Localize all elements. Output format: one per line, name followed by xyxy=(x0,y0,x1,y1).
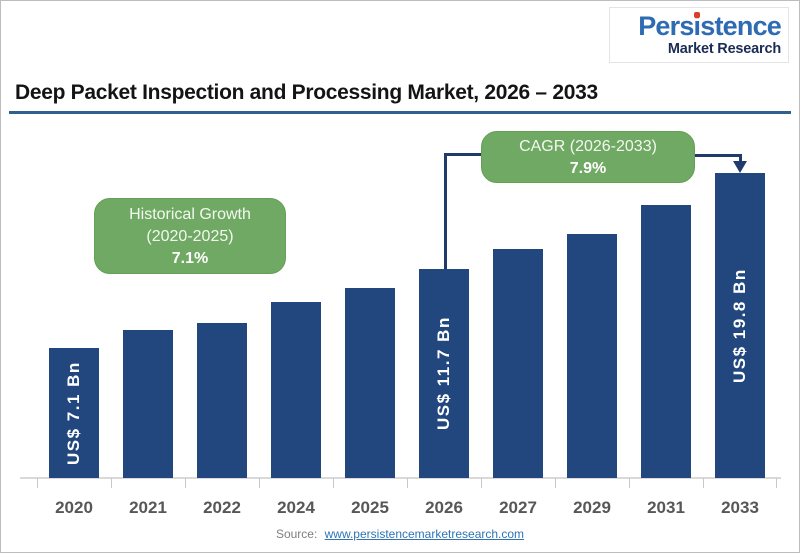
x-axis-label-2025: 2025 xyxy=(351,498,389,517)
x-axis-tick xyxy=(703,478,704,488)
bar-cell-2020: US$ 7.1 Bn 2020 xyxy=(37,121,111,517)
bar-cell-2026: US$ 11.7 Bn 2026 xyxy=(407,121,481,517)
chart-title: Deep Packet Inspection and Processing Ma… xyxy=(15,81,598,104)
historical-growth-label: Historical Growth xyxy=(129,206,251,223)
bar-2026: US$ 11.7 Bn xyxy=(419,269,469,478)
cagr-label: CAGR (2026-2033) xyxy=(519,138,657,155)
source-line: Source: www.persistencemarketresearch.co… xyxy=(1,527,799,541)
x-axis-tick xyxy=(333,478,334,488)
x-axis-tick xyxy=(629,478,630,488)
logo-brand-text: Persistence xyxy=(610,11,782,41)
bar-2031 xyxy=(641,205,691,478)
bar-2021 xyxy=(123,330,173,478)
x-axis-tick xyxy=(111,478,112,488)
bar-2022 xyxy=(197,323,247,478)
x-axis-label-2033: 2033 xyxy=(721,498,759,517)
x-axis-label-2026: 2026 xyxy=(425,498,463,517)
source-link[interactable]: www.persistencemarketresearch.com xyxy=(324,527,525,541)
x-axis-label-2027: 2027 xyxy=(499,498,537,517)
bar-cell-2031: 2031 xyxy=(629,121,703,517)
cagr-connector-left-vertical xyxy=(444,153,447,269)
cagr-connector-left-horizontal xyxy=(444,153,483,156)
bar-value-label-2033: US$ 19.8 Bn xyxy=(730,268,749,383)
x-axis-tick xyxy=(185,478,186,488)
bar-cell-2029: 2029 xyxy=(555,121,629,517)
cagr-value: 7.9% xyxy=(569,160,607,177)
brand-logo: Persistence Market Research xyxy=(609,7,789,63)
cagr-connector-right-vertical xyxy=(739,154,742,162)
logo-subtitle: Market Research xyxy=(667,41,781,57)
bar-value-label-2026: US$ 11.7 Bn xyxy=(434,316,453,431)
x-axis-label-2020: 2020 xyxy=(55,498,93,517)
bar-2033: US$ 19.8 Bn xyxy=(715,173,765,478)
x-axis-tick xyxy=(259,478,260,488)
x-axis-tick xyxy=(407,478,408,488)
title-underline xyxy=(9,111,791,114)
historical-growth-period: (2020-2025) xyxy=(146,228,234,245)
logo-brand-part1: Pers xyxy=(638,11,694,41)
x-axis-label-2024: 2024 xyxy=(277,498,315,517)
x-axis-tick xyxy=(555,478,556,488)
bar-cell-2033: US$ 19.8 Bn 2033 xyxy=(703,121,777,517)
source-label: Source: xyxy=(275,527,318,541)
bar-cell-2022: 2022 xyxy=(185,121,259,517)
logo-brand-part2: stence xyxy=(700,11,782,41)
logo-red-dot-i: i xyxy=(693,11,701,41)
bar-value-label-2020: US$ 7.1 Bn xyxy=(64,361,83,465)
bar-chart: US$ 7.1 Bn 2020 2021 2022 2024 2025 US$ 11.7 B… xyxy=(20,121,781,517)
x-axis-label-2031: 2031 xyxy=(647,498,685,517)
bar-2020: US$ 7.1 Bn xyxy=(49,348,99,478)
x-axis-tick xyxy=(37,478,38,488)
bar-2024 xyxy=(271,302,321,478)
bar-2027 xyxy=(493,249,543,478)
bar-cell-2027: 2027 xyxy=(481,121,555,517)
cagr-connector-right-horizontal xyxy=(693,154,741,157)
x-axis-tick xyxy=(481,478,482,488)
bar-2029 xyxy=(567,234,617,478)
x-axis-label-2029: 2029 xyxy=(573,498,611,517)
x-axis-label-2021: 2021 xyxy=(129,498,167,517)
cagr-callout: CAGR (2026-2033) 7.9% xyxy=(481,131,695,183)
x-axis-label-2022: 2022 xyxy=(203,498,241,517)
bar-cell-2024: 2024 xyxy=(259,121,333,517)
historical-growth-value: 7.1% xyxy=(171,250,209,267)
bar-cell-2021: 2021 xyxy=(111,121,185,517)
cagr-arrowhead-icon xyxy=(733,161,747,173)
bar-2025 xyxy=(345,288,395,478)
historical-growth-callout: Historical Growth (2020-2025) 7.1% xyxy=(94,198,286,274)
bar-cell-2025: 2025 xyxy=(333,121,407,517)
